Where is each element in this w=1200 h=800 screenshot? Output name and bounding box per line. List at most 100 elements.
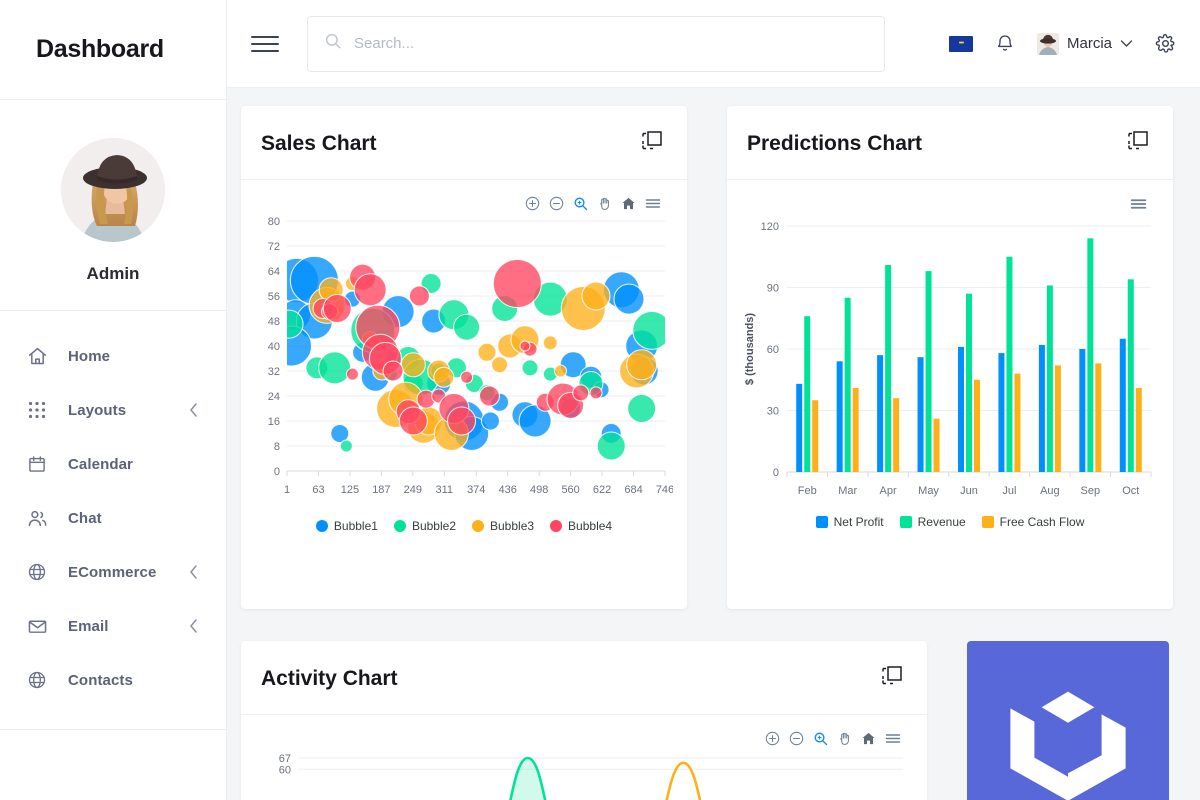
main-area: ••• (227, 0, 1200, 800)
chart-toolbar (253, 190, 675, 213)
hamburger-icon[interactable] (251, 33, 279, 55)
svg-text:746: 746 (656, 484, 673, 496)
flag-stars: ••• (958, 40, 964, 47)
hamburger-menu-icon[interactable] (1130, 196, 1147, 212)
user-avatar-icon (1036, 32, 1059, 55)
sidebar-item-label: ECommerce (68, 563, 157, 581)
bell-icon[interactable] (995, 33, 1015, 54)
sales-chart-card: Sales Chart (241, 106, 687, 609)
sidebar-item-contacts[interactable]: Contacts (0, 653, 226, 707)
user-menu[interactable]: Marcia (1036, 32, 1133, 55)
legend-item[interactable]: Free Cash Flow (981, 514, 1085, 529)
user-name: Marcia (1066, 35, 1112, 52)
sidebar-divider (0, 729, 226, 730)
legend-color-dot (315, 519, 328, 532)
svg-text:May: May (918, 485, 939, 497)
chevron-left-icon[interactable] (187, 563, 200, 581)
sidebar-item-label: Calendar (68, 455, 133, 473)
sidebar-item-label: Email (68, 617, 109, 635)
predictions-bar-chart[interactable]: 0 30 60 90 120 $ (thousands) Feb Mar Apr May Jun Ju… (739, 214, 1159, 509)
chevron-left-icon[interactable] (187, 401, 200, 419)
legend-item[interactable]: Bubble3 (472, 519, 534, 533)
svg-text:90: 90 (767, 282, 779, 294)
avatar[interactable] (61, 138, 165, 242)
legend-label: Free Cash Flow (999, 514, 1085, 529)
zoom-out-icon[interactable] (789, 731, 804, 746)
legend-color-swatch (815, 515, 828, 528)
svg-text:436: 436 (499, 484, 517, 496)
card-header: Sales Chart (241, 106, 687, 180)
profile-block: Admin (0, 100, 226, 311)
card-body: 0 8 16 24 32 40 48 56 64 72 80 1 63 125 187 249 311 374 43… (241, 180, 687, 549)
legend-label: Bubble3 (490, 518, 535, 533)
cube-logo-icon (1010, 691, 1126, 800)
svg-text:16: 16 (268, 416, 280, 428)
legend-item[interactable]: Bubble4 (550, 519, 612, 533)
sidebar: Dashboard (0, 0, 227, 800)
chart-legend: Net Profit Revenue Free Cash Flow (739, 515, 1161, 529)
charts-row-bottom: Activity Chart (241, 641, 1182, 800)
home-icon (26, 345, 48, 367)
legend-item[interactable]: Bubble1 (315, 519, 378, 533)
selection-zoom-icon[interactable] (573, 196, 588, 211)
envelope-icon (26, 615, 48, 637)
svg-text:80: 80 (268, 216, 280, 228)
pan-hand-icon[interactable] (597, 196, 612, 211)
eu-flag-icon[interactable]: ••• (948, 35, 973, 52)
svg-text:120: 120 (761, 221, 779, 233)
brand-header: Dashboard (0, 0, 226, 100)
hamburger-menu-icon[interactable] (645, 196, 661, 211)
grid-icon (26, 399, 48, 421)
chart-toolbar (739, 190, 1161, 214)
charts-row-top: Sales Chart (241, 106, 1182, 609)
home-reset-icon[interactable] (861, 731, 876, 746)
sidebar-item-ecommerce[interactable]: ECommerce (0, 545, 226, 599)
svg-text:374: 374 (467, 484, 485, 496)
globe-icon (26, 561, 48, 583)
sidebar-item-email[interactable]: Email (0, 599, 226, 653)
legend-item[interactable]: Net Profit (815, 515, 884, 529)
legend-item[interactable]: Revenue (899, 515, 966, 529)
sidebar-item-chat[interactable]: Chat (0, 491, 226, 545)
svg-text:Oct: Oct (1122, 485, 1139, 497)
predictions-chart-card: Predictions Chart (727, 106, 1173, 609)
sidebar-item-home[interactable]: Home (0, 329, 226, 383)
zoom-out-icon[interactable] (549, 196, 564, 211)
zoom-in-icon[interactable] (765, 731, 780, 746)
chevron-left-icon[interactable] (187, 617, 200, 635)
chevron-down-icon (1120, 35, 1133, 53)
svg-text:Sep: Sep (1081, 485, 1101, 497)
duplicate-icon[interactable] (1127, 128, 1149, 157)
card-header: Predictions Chart (727, 106, 1173, 180)
duplicate-icon[interactable] (881, 663, 903, 692)
svg-text:48: 48 (268, 316, 280, 328)
duplicate-icon[interactable] (641, 128, 663, 157)
sidebar-item-calendar[interactable]: Calendar (0, 437, 226, 491)
selection-zoom-icon[interactable] (813, 731, 828, 746)
page-title: Predictions Chart (747, 132, 923, 155)
legend-label: Bubble4 (568, 518, 613, 533)
sales-scatter-plot[interactable]: 0 8 16 24 32 40 48 56 64 72 80 1 63 125 187 249 311 374 43… (253, 213, 673, 513)
svg-text:684: 684 (624, 484, 642, 496)
home-reset-icon[interactable] (621, 196, 636, 211)
gear-icon[interactable] (1155, 33, 1176, 54)
svg-text:56: 56 (268, 291, 280, 303)
sidebar-item-label: Layouts (68, 401, 127, 419)
svg-text:40: 40 (268, 341, 280, 353)
svg-text:0: 0 (274, 466, 280, 478)
legend-color-swatch (899, 515, 912, 528)
search-input[interactable] (354, 35, 868, 52)
svg-text:622: 622 (593, 484, 611, 496)
sidebar-item-layouts[interactable]: Layouts (0, 383, 226, 437)
zoom-in-icon[interactable] (525, 196, 540, 211)
legend-color-dot (472, 519, 484, 532)
legend-item[interactable]: Bubble2 (393, 519, 456, 533)
calendar-icon (26, 453, 48, 475)
svg-text:0: 0 (773, 467, 779, 479)
search-box[interactable] (307, 15, 885, 72)
promo-card[interactable] (967, 641, 1169, 800)
pan-hand-icon[interactable] (837, 731, 852, 746)
svg-text:Aug: Aug (1040, 485, 1060, 497)
hamburger-menu-icon[interactable] (885, 731, 901, 746)
